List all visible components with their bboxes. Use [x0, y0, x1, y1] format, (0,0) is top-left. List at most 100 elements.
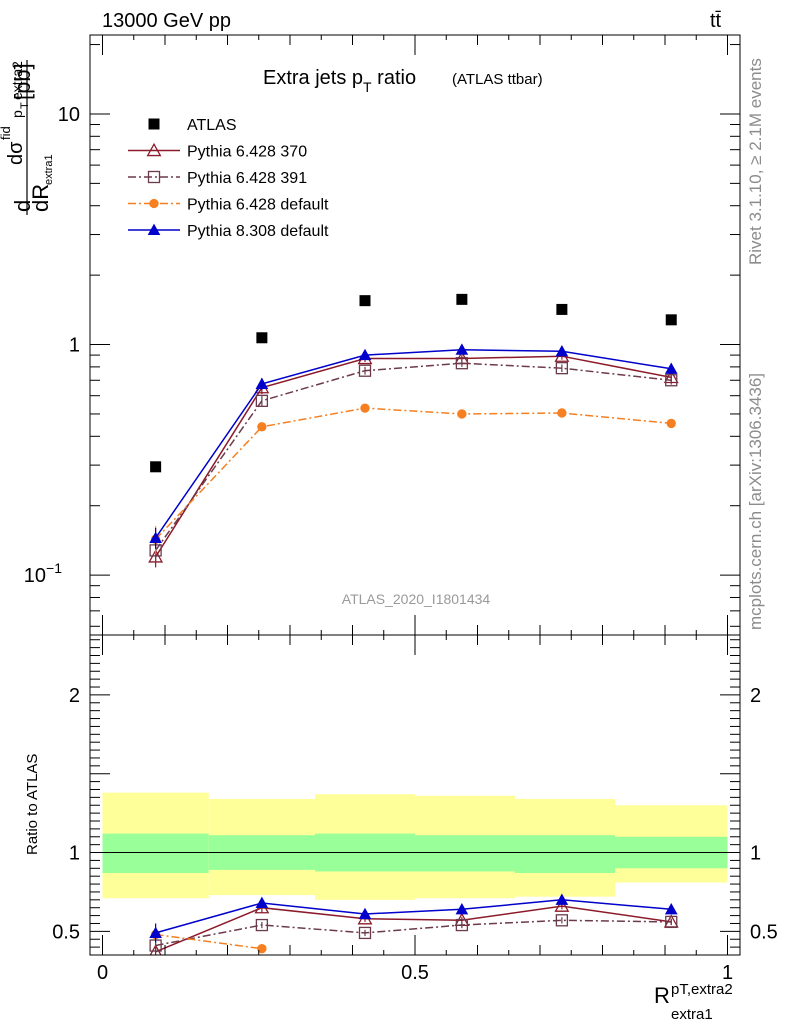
y-label-fid: fid [0, 126, 13, 140]
main-y-tick-label: 10 [58, 104, 80, 126]
y-label-dsigma: dσ [5, 141, 27, 165]
main-point-atlas [256, 332, 268, 344]
legend-label: Pythia 8.308 default [187, 223, 329, 240]
main-point-atlas [556, 303, 568, 315]
main-series-pythia-8-308-default [149, 343, 678, 549]
legend-entry-atlas: ATLAS [148, 117, 237, 134]
main-point-atlas [456, 293, 468, 305]
legend-label: ATLAS [187, 117, 237, 134]
y-label-t: T [19, 102, 31, 109]
main-y-tick-label: 1 [69, 335, 80, 357]
rivet-version-label: Rivet 3.1.10, ≥ 2.1M events [746, 58, 765, 265]
analysis-label: ATLAS_2020_I1801434 [342, 591, 491, 607]
main-curves-layer [148, 293, 679, 568]
main-line-pythia-8-308-default [154, 348, 672, 539]
legend-label: Pythia 6.428 370 [187, 144, 307, 161]
x-axis-label: R pT,extra2 extra1 [654, 981, 733, 1023]
main-line-pythia-6-428-default [155, 407, 672, 540]
y-label-p: p [9, 110, 25, 118]
ratio-series-pythia-8-308-default [149, 893, 678, 943]
main-point-pythia-8-308-default [664, 362, 678, 374]
legend-marker [148, 118, 160, 130]
legend-marker [147, 223, 161, 236]
legend-entry-pythia-6-428-370: Pythia 6.428 370 [128, 142, 307, 161]
main-point-pythia-6-428-default [257, 422, 267, 432]
process-label: tt̄ [710, 10, 722, 32]
legend-label: Pythia 6.428 391 [187, 170, 307, 187]
main-y-tick-label: 10−1 [24, 560, 62, 587]
ratio-curves-layer [149, 893, 679, 955]
mcplots-label: mcplots.cern.ch [arXiv:1306.3436] [746, 373, 765, 630]
legend: ATLAS Pythia 6.428 370 Pythia 6.428 391 Pyt… [128, 117, 329, 240]
main-series-atlas [150, 293, 677, 473]
y-label-unit: [pb] [10, 63, 35, 100]
ratio-point-pythia-8-308-default [255, 896, 269, 909]
ratio-y-tick-label-left: 0.5 [52, 921, 80, 943]
ratio-y-axis-label: Ratio to ATLAS [24, 754, 41, 855]
main-line-pythia-6-428-391 [154, 362, 672, 551]
main-point-pythia-6-428-default [457, 409, 467, 419]
ratio-point-pythia-8-308-default [149, 926, 162, 938]
ratio-line-pythia-6-428-default [155, 933, 262, 950]
x-tick-label: 1 [722, 962, 733, 984]
chart-title: Extra jets pT ratio [263, 67, 416, 95]
main-point-pythia-6-428-391 [665, 374, 678, 387]
chart-title-note: (ATLAS ttbar) [452, 71, 543, 88]
legend-marker [146, 142, 162, 157]
ratio-axes-layer: 0.5 0.5 1 1 2 2 0 0.5 1 [52, 635, 778, 984]
ratio-y-tick-label-right: 0.5 [750, 921, 778, 943]
main-point-pythia-8-308-default [358, 348, 372, 361]
main-point-atlas [359, 295, 371, 307]
main-point-pythia-6-428-391 [455, 357, 469, 370]
main-point-pythia-6-428-391 [255, 394, 269, 407]
main-point-atlas [665, 314, 677, 326]
x-label-main: R [654, 983, 670, 1008]
y-label-dR: dR [28, 184, 53, 212]
y-label-d: d [10, 200, 35, 212]
main-point-pythia-6-428-391 [358, 364, 372, 377]
ratio-y-tick-label-right: 2 [750, 685, 761, 707]
y-label-extra1: extra1 [43, 154, 55, 185]
main-series-pythia-6-428-default [150, 403, 676, 555]
ratio-inner-band [515, 835, 615, 874]
x-tick-label: 0.5 [401, 962, 429, 984]
ratio-point-pythia-6-428-391 [255, 918, 269, 932]
legend-label: Pythia 6.428 default [187, 197, 329, 214]
main-point-pythia-6-428-391 [555, 362, 569, 375]
ratio-inner-band [102, 833, 209, 874]
ratio-y-tick-label-left: 1 [69, 843, 80, 865]
main-line-pythia-6-428-370 [154, 355, 672, 558]
main-axes-layer: 10−1 1 10 [24, 35, 740, 635]
ratio-bands-layer [102, 792, 728, 900]
ratio-y-tick-label-left: 2 [69, 685, 80, 707]
x-tick-label: 0 [97, 962, 108, 984]
legend-entry-pythia-6-428-default: Pythia 6.428 default [128, 197, 329, 214]
ratio-point-pythia-8-308-default [455, 902, 469, 915]
main-series-pythia-6-428-391 [149, 357, 678, 563]
ratio-point-pythia-8-308-default [358, 907, 372, 920]
x-label-sub: extra1 [671, 1006, 713, 1023]
ratio-panel: 0.5 0.5 1 1 2 2 0 0.5 1 Ratio to ATLAS R pT,extr… [24, 634, 778, 1023]
ratio-point-pythia-6-428-391 [555, 914, 569, 927]
main-point-pythia-8-308-default [555, 344, 569, 357]
main-y-axis-label: d dσ fid p T extra2 dR extra1 [pb] [0, 60, 55, 215]
main-point-pythia-8-308-default [455, 343, 469, 355]
ratio-series-pythia-6-428-391 [149, 914, 678, 952]
ratio-line-pythia-6-428-370 [155, 905, 672, 953]
legend-entry-pythia-6-428-391: Pythia 6.428 391 [128, 170, 307, 187]
ratio-point-pythia-6-428-391 [665, 915, 678, 929]
ratio-line-pythia-8-308-default [155, 899, 672, 934]
main-point-pythia-6-428-default [666, 418, 676, 429]
ratio-point-pythia-8-308-default [555, 893, 569, 905]
ratio-point-pythia-6-428-default [257, 944, 267, 954]
main-panel: 10−1 1 10 Extra jets pT ratio (ATLAS ttbar… [0, 34, 741, 636]
ratio-series-pythia-6-428-default [150, 929, 267, 954]
main-point-pythia-6-428-default [360, 403, 370, 413]
main-point-pythia-8-308-default [149, 531, 162, 543]
legend-marker [149, 198, 159, 209]
main-series-pythia-6-428-370 [148, 348, 679, 568]
ratio-point-pythia-6-428-391 [358, 926, 372, 940]
ratio-y-tick-label-right: 1 [750, 843, 761, 865]
ratio-point-pythia-6-428-370 [554, 898, 570, 912]
